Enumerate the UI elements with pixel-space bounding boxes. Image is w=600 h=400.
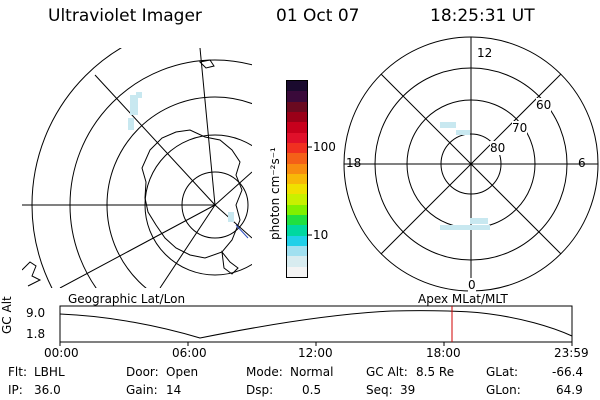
mlt-label-0: 0 [468,278,476,292]
filter-label: Flt: [8,365,27,379]
dsp-value: 0.5 [302,383,322,397]
colorbar-swatch [287,225,307,236]
ip-label: IP: [8,383,23,397]
door-label: Door: [126,365,159,379]
colorbar-swatch [287,122,307,133]
colorbar-swatch [287,235,307,246]
lat-label-70: 70 [512,121,528,135]
gc-alt-axis-label: GC Alt [0,296,14,334]
colorbar-swatch [287,173,307,185]
colorbar-swatch [287,111,307,123]
colorbar-swatch [287,256,307,267]
lat-label-60: 60 [536,98,552,112]
glon-label: GLon: [486,383,521,397]
mlt-label-12: 12 [477,46,493,60]
glat-value: -66.4 [552,365,584,379]
colorbar-swatch [287,215,307,226]
seq-value: 39 [400,383,416,397]
time-label: 18:25:31 UT [430,6,535,26]
lat-label-80: 80 [490,141,506,155]
filter-value: LBHL [34,365,65,379]
glat-label: GLat: [486,365,519,379]
seq-label: Seq: [366,383,393,397]
colorbar-swatch [287,184,307,195]
gain-label: Gain: [126,383,158,397]
mlt-label-18: 18 [346,156,362,170]
colorbar-swatch [287,153,307,164]
date-label: 01 Oct 07 [276,6,360,26]
colorbar-tick-10: 10 [313,228,329,242]
dsp-label: Dsp: [246,383,274,397]
gc-alt-value: 8.5 Re [416,365,455,379]
colorbar-swatch [287,142,307,154]
time-tick-0000: 00:00 [44,346,79,360]
colorbar-swatch [287,266,307,277]
polar-plot-label: Apex MLat/MLT [418,292,508,306]
colorbar-swatch [287,81,307,92]
gain-value: 14 [166,383,182,397]
colorbar-swatch [287,246,307,257]
colorbar-tick-100: 100 [313,140,336,154]
time-tick-2359: 23:59 [554,346,589,360]
glon-value: 64.9 [556,383,583,397]
gc-alt-tick-1-8: 1.8 [26,327,46,341]
geo-map-label: Geographic Lat/Lon [68,292,186,306]
gc-alt-label: GC Alt: [366,365,408,379]
colorbar-swatch [287,101,307,112]
colorbar-swatch [287,194,307,205]
time-tick-0600: 06:00 [172,346,207,360]
gc-alt-tick-9: 9.0 [26,306,46,320]
door-value: Open [166,365,199,379]
mode-value: Normal [290,365,334,379]
time-tick-1800: 18:00 [426,346,461,360]
time-tick-1200: 12:00 [298,346,333,360]
ip-value: 36.0 [34,383,61,397]
colorbar-swatch [287,91,307,102]
mode-label: Mode: [246,365,283,379]
color-scale-bar [286,80,308,278]
colorbar-swatch [287,204,307,216]
colorbar-swatch [287,163,307,174]
mlt-label-6: 6 [578,156,586,170]
colorbar-swatch [287,132,307,143]
instrument-title: Ultraviolet Imager [48,6,202,26]
